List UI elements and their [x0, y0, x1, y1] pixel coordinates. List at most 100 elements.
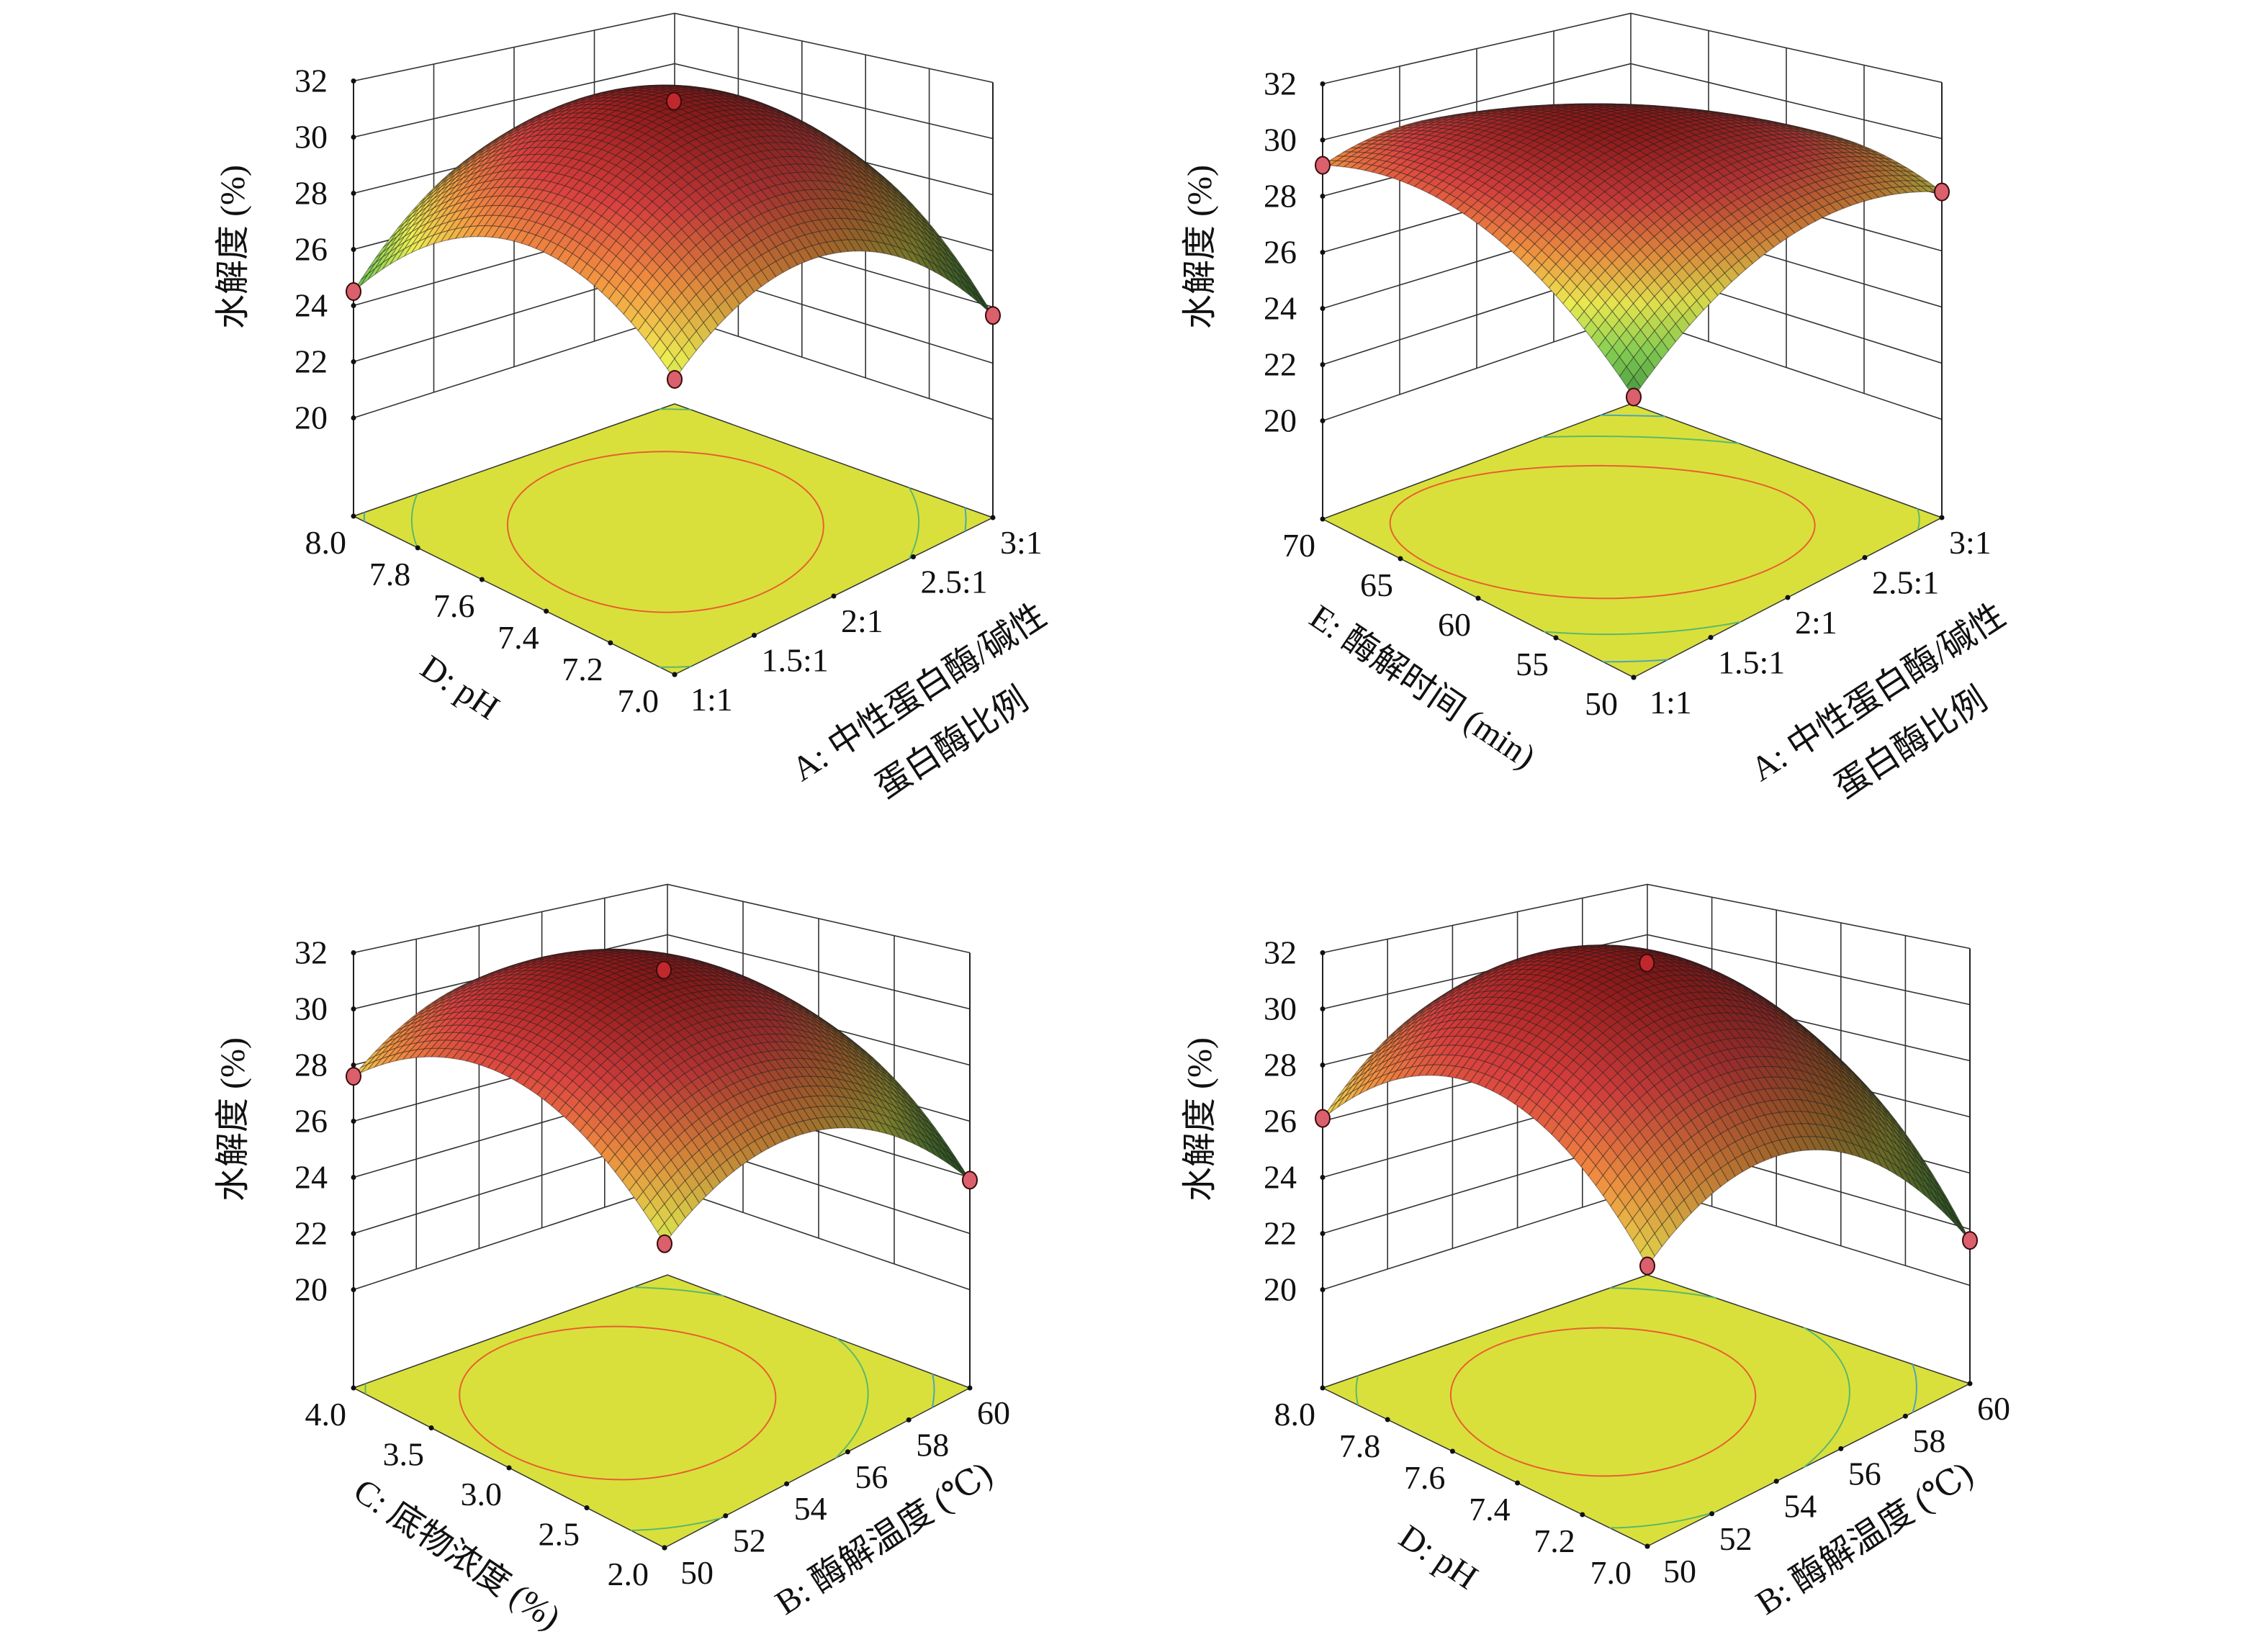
design-point-marker [1934, 182, 1950, 202]
z-axis-tick-label: 24 [1264, 290, 1297, 327]
left-axis-tick-label: 65 [1360, 567, 1393, 603]
z-axis-tick-label: 30 [1264, 122, 1297, 158]
z-axis-tick [1320, 418, 1326, 423]
contour-floor [352, 403, 994, 675]
contour-line [363, 508, 967, 532]
left-axis-tick-label: 7.2 [562, 651, 603, 687]
design-point-marker [666, 91, 682, 111]
right-axis-tick [672, 672, 678, 677]
wall-gridline-horizontal [1322, 12, 1943, 85]
right-axis-tick [752, 633, 757, 638]
z-axis-tick [351, 78, 356, 84]
z-axis-tick-label: 28 [294, 175, 328, 212]
design-point-marker [985, 306, 1001, 325]
z-axis-tick [1320, 362, 1326, 367]
left-axis-tick-label: 2.0 [608, 1556, 649, 1592]
left-axis-tick-label: 2.5 [539, 1516, 580, 1553]
z-axis-tick [351, 303, 356, 308]
right-axis-tick-label: 1.5:1 [1718, 644, 1785, 681]
z-axis-tick-label: 26 [294, 1103, 328, 1140]
z-axis-tick [351, 1175, 356, 1180]
wall-gridline-horizontal [353, 883, 971, 954]
design-point-marker [1315, 155, 1331, 175]
right-axis-tick [845, 1449, 850, 1455]
left-axis-tick-label: 7.4 [498, 619, 539, 656]
right-axis-tick-label: 3:1 [1949, 524, 1992, 561]
right-axis-tick [1785, 595, 1791, 600]
z-axis-tick-label: 28 [1264, 178, 1297, 215]
floor-plane [352, 403, 994, 675]
z-axis-tick-label: 26 [1264, 234, 1297, 271]
left-axis-tick-label: 55 [1516, 646, 1549, 682]
left-axis-tick-label: 8.0 [305, 524, 347, 561]
response-surface [353, 84, 994, 380]
right-axis-tick-label: 56 [855, 1458, 888, 1495]
left-axis-tick-label: 60 [1438, 606, 1471, 643]
wall-gridline-horizontal [353, 12, 994, 84]
left-axis-tick-label: 70 [1282, 527, 1315, 564]
right-axis-tick [1631, 675, 1637, 680]
left-axis-tick [428, 1425, 434, 1430]
z-axis-tick [1320, 306, 1326, 311]
right-axis-tick [1862, 555, 1868, 560]
response-surface [1321, 103, 1943, 398]
right-axis-tick-label: 54 [794, 1490, 827, 1527]
z-axis-tick-label: 22 [294, 1215, 328, 1252]
z-axis-tick-label: 32 [1264, 66, 1297, 102]
z-axis-tick [1320, 250, 1326, 255]
left-axis-title: D: pH [414, 648, 506, 727]
z-axis-tick [1320, 137, 1326, 143]
right-axis-tick-label: 58 [916, 1426, 949, 1463]
left-axis-tick-label: 7.0 [618, 682, 660, 719]
z-axis-tick-label: 22 [294, 343, 328, 380]
contour-floor [1321, 403, 1943, 678]
right-axis-tick-label: 2.5:1 [921, 564, 988, 600]
z-axis-title: 水解度 (%) [1181, 165, 1219, 329]
design-point-marker [346, 282, 361, 301]
right-axis-tick-label: 2.5:1 [1872, 564, 1939, 601]
left-axis-tick [544, 608, 549, 614]
z-axis-tick-label: 24 [294, 1159, 328, 1196]
design-point-marker [667, 370, 683, 389]
left-axis-tick-label: 50 [1585, 685, 1618, 722]
floor-plane [352, 1274, 971, 1548]
left-axis-tick [351, 1385, 356, 1391]
z-axis-title: 水解度 (%) [214, 1037, 252, 1201]
contour-line [410, 408, 920, 668]
right-axis-tick [662, 1545, 667, 1551]
z-axis-tick-label: 30 [294, 991, 328, 1027]
left-axis-title: C: 底物浓度 (%) [347, 1471, 567, 1637]
left-axis-tick [584, 1505, 590, 1510]
right-axis-tick-label: 3:1 [1000, 524, 1043, 561]
z-axis-tick-label: 20 [294, 400, 328, 436]
right-axis-tick-label: 1:1 [1650, 684, 1692, 721]
z-axis-tick [351, 359, 356, 364]
surface-plot-1: 202224262830327.07.27.47.67.88.01:11.5:1… [214, 12, 1053, 806]
z-axis-tick [351, 247, 356, 252]
left-axis-tick [1320, 516, 1326, 522]
right-axis-tick-label: 2:1 [1795, 604, 1837, 641]
contour-line [507, 451, 824, 613]
z-axis-tick [351, 191, 356, 196]
z-axis-tick-label: 32 [294, 63, 328, 99]
z-axis-tick-label: 20 [294, 1271, 328, 1308]
left-axis-tick [608, 640, 613, 646]
z-axis-tick [1320, 194, 1326, 199]
left-axis-tick [351, 513, 356, 519]
right-axis-tick-label: 1:1 [690, 681, 733, 718]
z-axis-tick [351, 950, 356, 955]
z-axis-tick [351, 1063, 356, 1068]
z-axis-tick-label: 26 [294, 231, 328, 268]
left-axis-tick-label: 3.5 [383, 1436, 425, 1473]
left-axis-tick [479, 577, 485, 582]
z-axis-tick-label: 22 [1264, 346, 1297, 383]
right-axis-tick [1939, 515, 1945, 520]
left-axis-tick [506, 1465, 512, 1471]
design-point-marker [1626, 387, 1642, 407]
right-axis-tick [723, 1513, 729, 1519]
right-axis-tick-label: 52 [733, 1523, 766, 1559]
z-axis-tick-label: 20 [1264, 402, 1297, 439]
right-axis-tick [967, 1385, 973, 1391]
left-axis-tick [1475, 595, 1481, 601]
